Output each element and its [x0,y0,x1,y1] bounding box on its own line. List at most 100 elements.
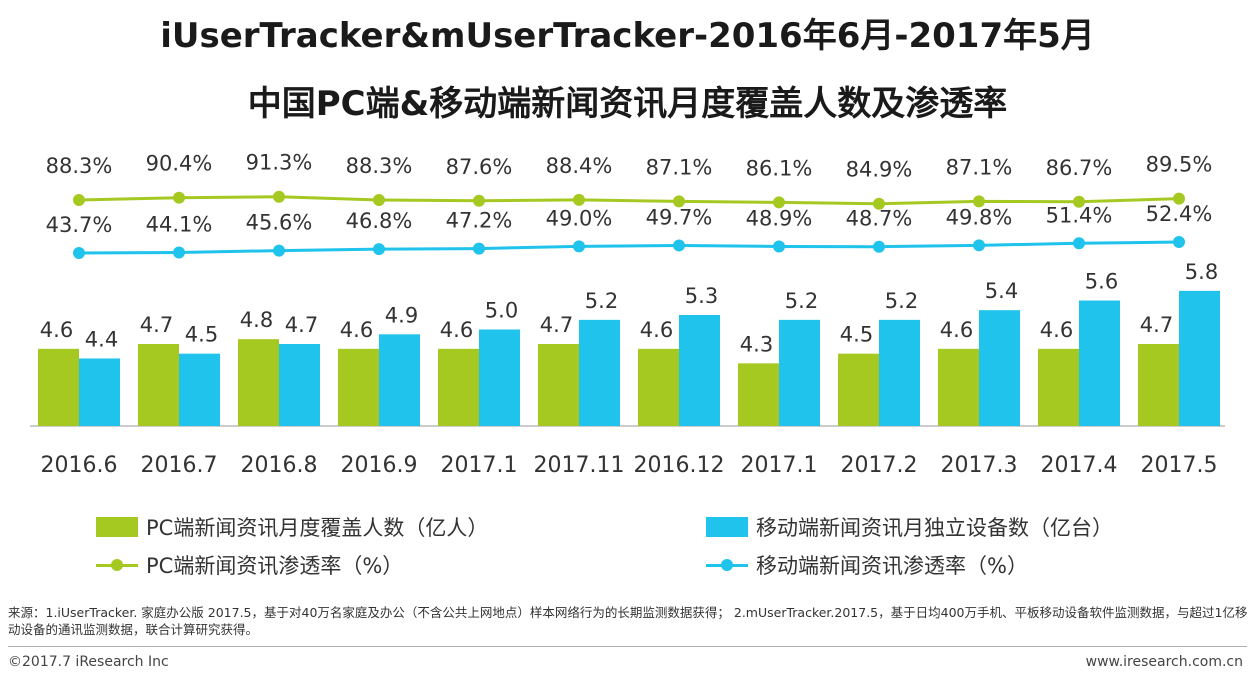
bar-mobile [679,315,720,426]
bar-mobile-label: 4.7 [285,313,318,337]
point-pc-penetration [673,195,685,208]
point-mobile-label-dot [573,240,585,253]
bar-mobile [1079,300,1120,426]
legend-mobile-line: 移动端新闻资讯渗透率（%） [706,550,1028,580]
point-pc-penetration [573,193,585,206]
point-pc-label: 87.1% [646,155,713,179]
point-pc-label: 88.3% [46,154,113,178]
legend-pc-bar: PC端新闻资讯月度覆盖人数（亿人） [96,512,488,542]
bar-mobile-label: 5.0 [485,299,518,323]
x-tick-label: 2017.1 [441,453,518,478]
legend-mobile-line-label: 移动端新闻资讯渗透率（%） [756,554,1028,578]
legend-pc-bar-label: PC端新闻资讯月度覆盖人数（亿人） [146,516,489,540]
chart-title-line1: iUserTracker&mUserTracker-2016年6月-2017年5… [160,16,1095,56]
point-mobile-label-dot [373,243,385,256]
point-mobile-label: 49.8% [946,205,1013,229]
point-mobile-label-dot [173,246,185,259]
x-tick-label: 2017.3 [941,453,1018,478]
bar-pc-label: 4.6 [40,318,73,342]
x-tick-label: 2016.8 [241,453,318,478]
bar-mobile [279,343,320,426]
point-pc-penetration [1173,192,1185,205]
point-mobile-label-dot [473,242,485,255]
point-pc-penetration [1073,195,1085,208]
bar-pc [638,348,679,426]
point-mobile-label-dot [1073,237,1085,250]
legend-pc-bar-swatch [96,517,138,537]
chart-title-line2: 中国PC端&移动端新闻资讯月度覆盖人数及渗透率 [247,84,1008,124]
legend-pc-line: PC端新闻资讯渗透率（%） [96,550,403,580]
bar-mobile-label: 5.2 [885,289,918,313]
bar-pc [538,343,579,426]
point-mobile-label-dot [273,244,285,257]
bar-pc [338,348,379,426]
bar-mobile-label: 5.2 [785,289,818,313]
bar-pc [1038,348,1079,426]
point-pc-label: 84.9% [846,158,913,182]
point-mobile-label-dot [973,239,985,252]
point-mobile-label-dot [73,247,85,259]
bar-mobile [579,319,620,426]
point-mobile-label: 45.6% [246,211,313,235]
bar-pc [838,353,879,426]
point-pc-label: 89.5% [1146,153,1213,177]
point-pc-penetration [373,194,385,206]
bar-mobile [779,319,820,426]
bar-pc [438,348,479,426]
bar-mobile [879,319,920,426]
bar-pc [1138,343,1179,426]
point-pc-penetration [473,194,485,207]
point-mobile-label: 43.7% [46,213,113,237]
point-mobile-label: 46.8% [346,209,413,233]
bar-pc [938,348,979,426]
bar-mobile-label: 5.4 [985,279,1018,303]
point-pc-label: 86.1% [746,156,813,180]
point-mobile-label: 47.2% [446,209,513,233]
bar-pc-label: 4.5 [840,323,873,347]
bar-pc-label: 4.8 [240,308,273,332]
point-pc-label: 90.4% [146,152,213,176]
legend-pc-line-marker [96,555,138,575]
x-tick-label: 2017.1 [741,453,818,478]
bar-pc-label: 4.6 [1040,318,1073,342]
bar-mobile-label: 4.5 [185,323,218,347]
bar-mobile-label: 5.8 [1185,260,1218,284]
bar-pc-label: 4.7 [1140,313,1173,337]
bar-pc-label: 4.6 [940,318,973,342]
source-note: 来源：1.iUserTracker. 家庭办公版 2017.5，基于对40万名家… [8,605,1248,637]
bar-mobile [179,353,220,426]
legend-mobile-line-marker [706,555,748,575]
footer-divider [8,646,1247,647]
bar-pc [138,343,179,426]
legend-mobile-bar: 移动端新闻资讯月独立设备数（亿台） [706,512,1113,542]
bar-mobile-label: 4.9 [385,303,418,327]
bar-pc-label: 4.7 [540,313,573,337]
copyright-text: ©2017.7 iResearch Inc [8,654,169,670]
legend-mobile-bar-swatch [706,517,748,537]
x-tick-label: 2016.7 [141,453,218,478]
point-mobile-label-dot [1173,236,1185,249]
x-tick-label: 2017.5 [1141,453,1218,478]
point-mobile-label: 51.4% [1046,203,1113,227]
bar-pc [238,339,279,426]
point-pc-penetration [73,194,85,206]
x-tick-label: 2016.6 [41,453,118,478]
legend-pc-line-label: PC端新闻资讯渗透率（%） [146,554,404,578]
bar-pc-label: 4.6 [340,318,373,342]
point-mobile-label: 49.0% [546,206,613,230]
bar-mobile [379,334,420,426]
bar-pc [38,348,79,426]
x-tick-label: 2016.12 [634,453,725,478]
x-tick-label: 2017.4 [1041,453,1118,478]
bar-mobile [479,329,520,426]
point-pc-penetration [173,191,185,204]
x-tick-label: 2017.11 [534,453,625,478]
line-pc-penetration [78,195,1180,206]
bar-mobile-label: 5.6 [1085,270,1118,294]
bar-mobile-label: 5.2 [585,289,618,313]
point-mobile-label: 44.1% [146,212,213,236]
x-tick-label: 2016.9 [341,453,418,478]
point-pc-label: 87.1% [946,155,1013,179]
point-mobile-label: 48.9% [746,206,813,230]
point-pc-penetration [873,197,885,210]
